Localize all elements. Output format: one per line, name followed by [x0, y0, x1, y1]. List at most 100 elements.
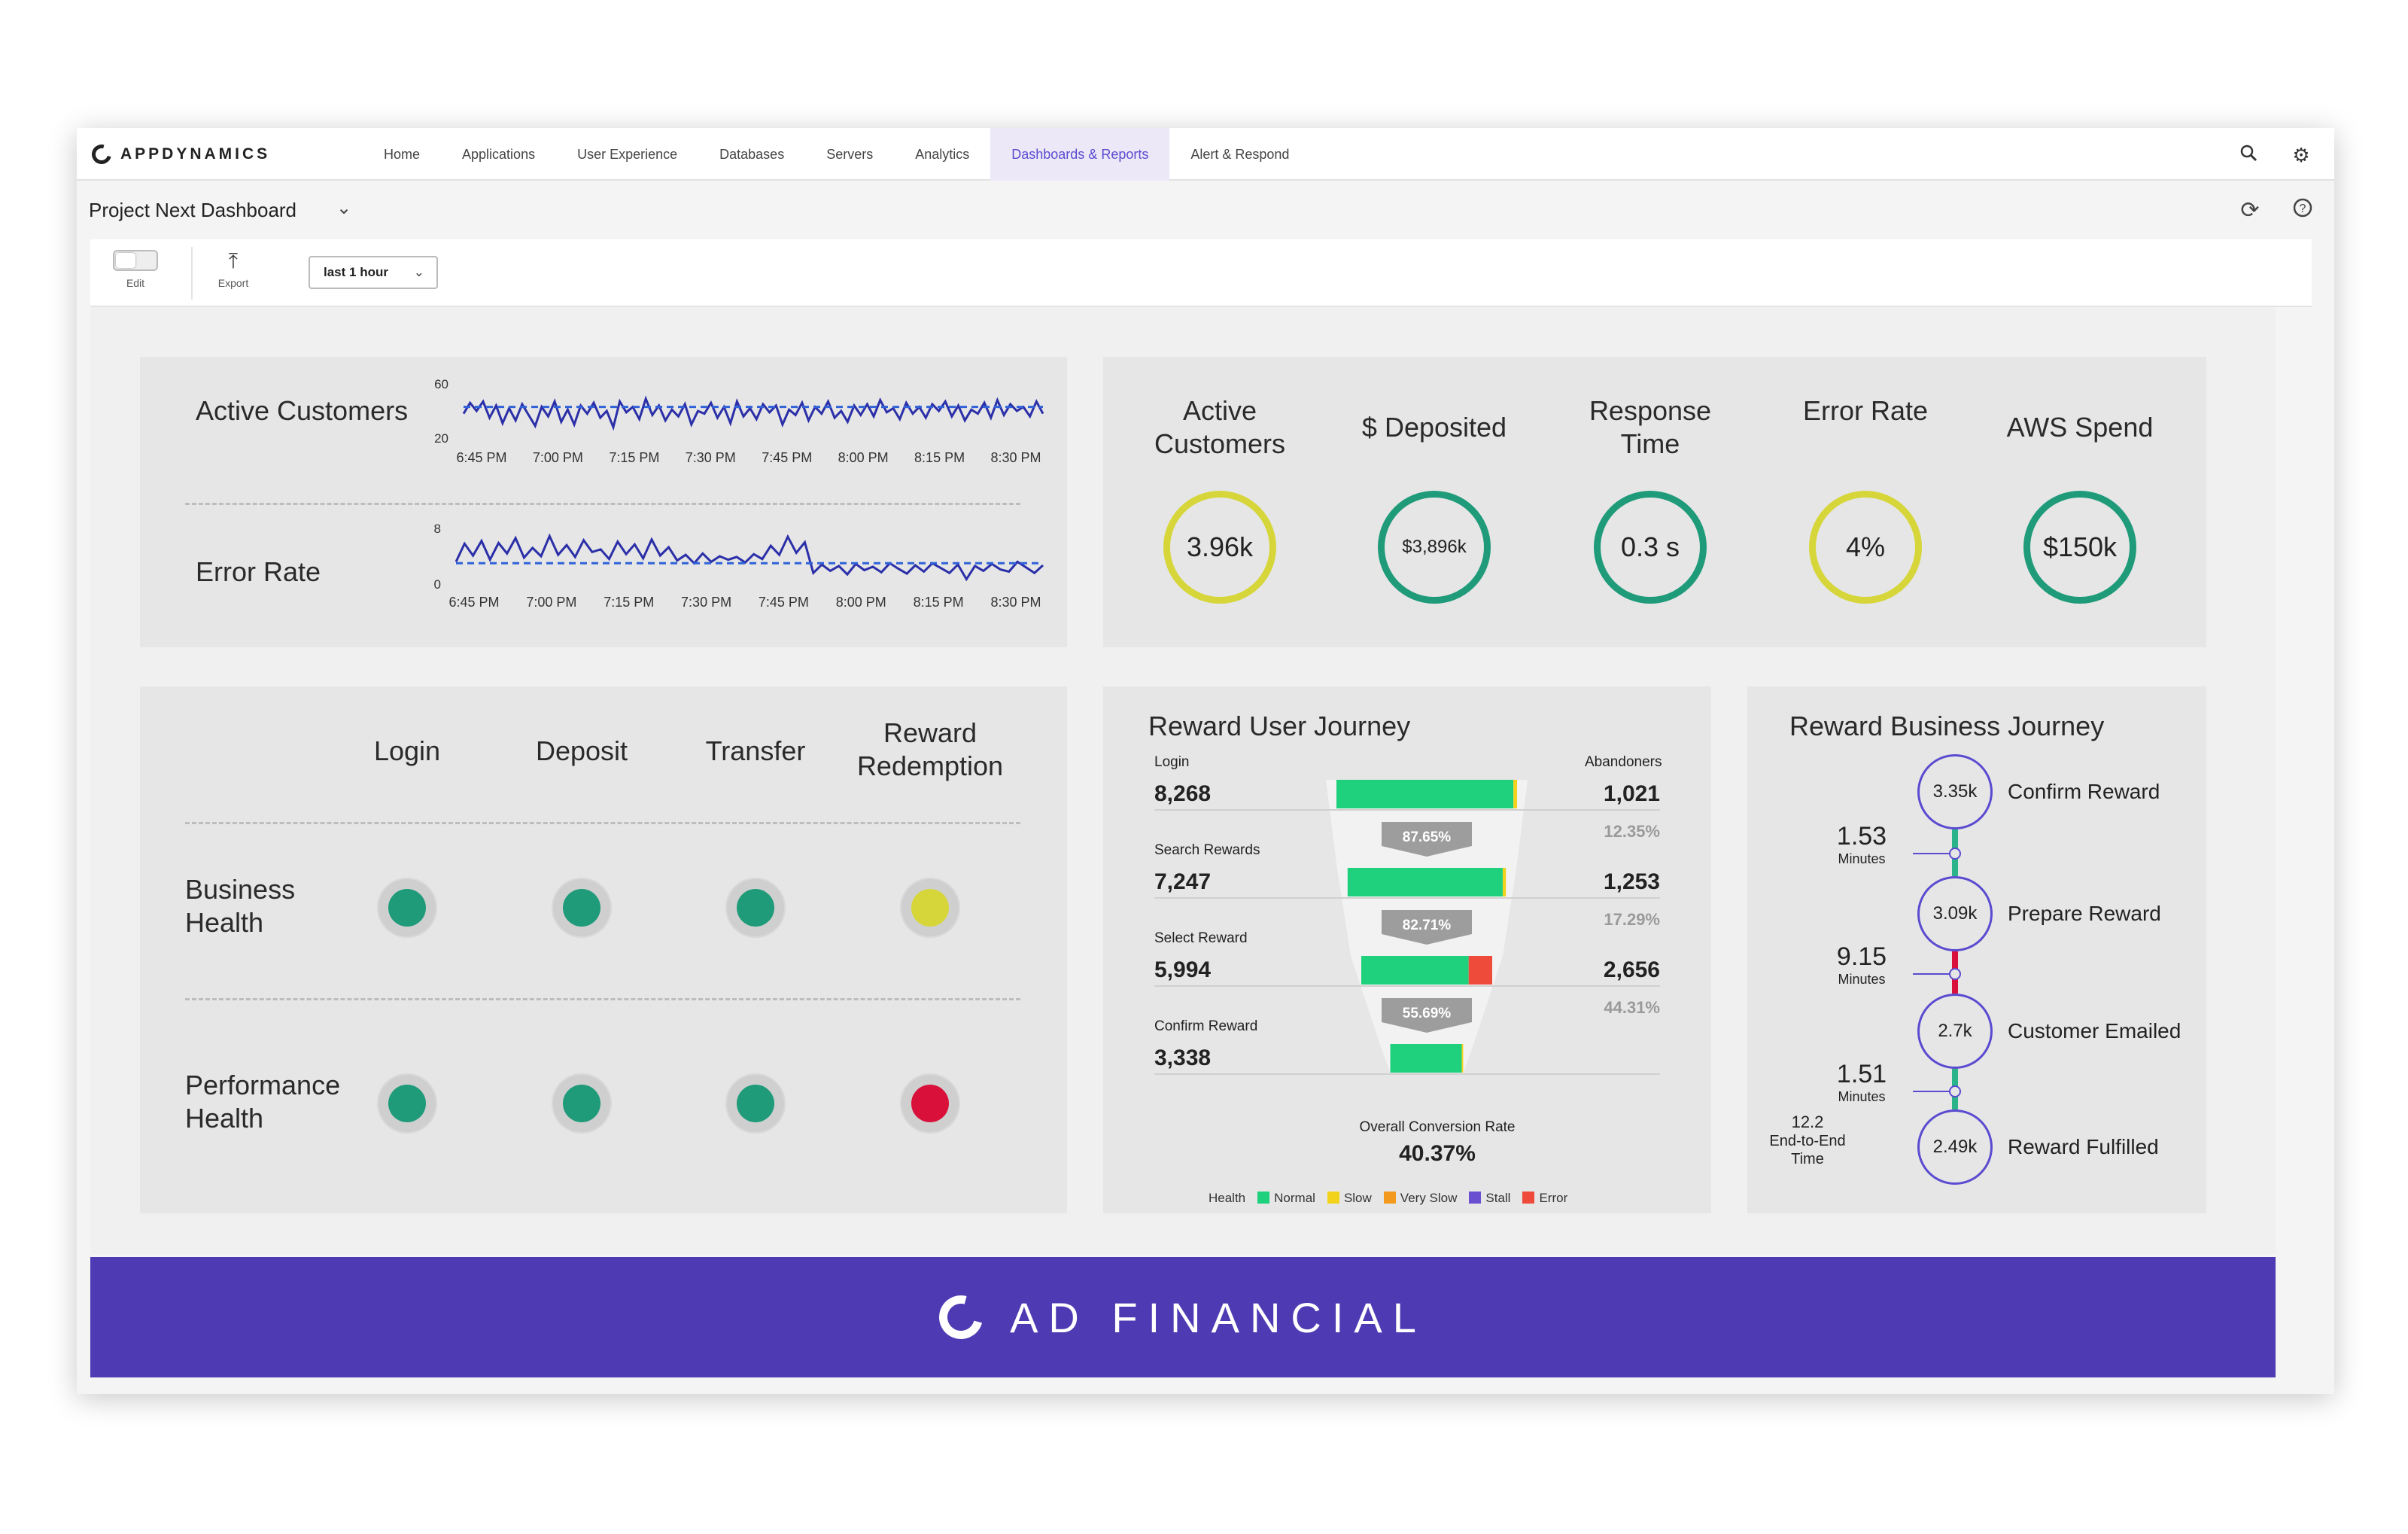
- toggle-switch[interactable]: [113, 250, 158, 271]
- kpi-ring-deposited[interactable]: $3,896k: [1378, 491, 1491, 604]
- funnel-step-name: Select Reward: [1154, 930, 1248, 946]
- user-journey-panel: Reward User Journey 87.65% 82.71% 55.69% L…: [1103, 686, 1711, 1213]
- funnel-step-value: 7,247: [1154, 869, 1212, 894]
- gear-icon[interactable]: ⚙: [2292, 144, 2310, 166]
- nav-alert-respond[interactable]: Alert & Respond: [1190, 147, 1290, 162]
- conversion-badge: [1382, 822, 1472, 857]
- journey-node[interactable]: 2.7k: [1917, 994, 1993, 1069]
- x-tick-label: 8:15 PM: [914, 595, 964, 610]
- funnel-bar-normal: [1347, 868, 1503, 896]
- search-icon[interactable]: [2236, 143, 2261, 167]
- business-journey-panel: Reward Business Journey 3.35k 3.09k 2.7k…: [1747, 686, 2206, 1213]
- nav-databases[interactable]: Databases: [719, 147, 785, 162]
- funnel-step-value: 5,994: [1154, 957, 1212, 982]
- nav-user-experience[interactable]: User Experience: [577, 147, 678, 162]
- page-title[interactable]: Project Next Dashboard: [89, 199, 297, 221]
- y-tick-label: 60: [434, 377, 448, 391]
- health-legend: Health Normal Slow Very Slow Stall Error: [1209, 1191, 1567, 1206]
- journey-step-name: Customer Emailed: [2008, 1019, 2181, 1042]
- error-rate-label: Error Rate: [196, 556, 321, 587]
- kpi-ring-aws-spend[interactable]: $150k: [2023, 491, 2136, 604]
- panel-title: Reward User Journey: [1148, 711, 1411, 741]
- kpi-value: 3.96k: [1186, 531, 1254, 562]
- funnel-bar-normal: [1390, 1044, 1462, 1073]
- health-row-label: Performance Health: [185, 1070, 341, 1134]
- funnel-bar-error: [1468, 956, 1492, 985]
- health-column-header: Login: [373, 735, 441, 766]
- kpi-value: 0.3 s: [1620, 531, 1680, 562]
- status-dot[interactable]: [552, 878, 612, 938]
- abandon-percent: 17.29%: [1604, 910, 1660, 929]
- journey-step-name: Reward Fulfilled: [2008, 1135, 2159, 1158]
- health-column-header: Deposit: [535, 735, 628, 766]
- kpi-ring-response-time[interactable]: 0.3 s: [1594, 491, 1707, 604]
- abandoners-value: 1,253: [1603, 869, 1660, 894]
- kpi-ring-error-rate[interactable]: 4%: [1809, 491, 1922, 604]
- refresh-icon[interactable]: ⟳: [2240, 198, 2260, 223]
- funnel-chart[interactable]: 87.65% 82.71% 55.69%: [1103, 686, 1711, 1213]
- y-tick-label: 20: [434, 431, 448, 446]
- kpi-value: $3,896k: [1402, 537, 1467, 557]
- nav-dashboards-reports[interactable]: Dashboards & Reports: [990, 128, 1170, 181]
- journey-step-name: Prepare Reward: [2008, 902, 2161, 925]
- nav-home[interactable]: Home: [384, 147, 421, 162]
- interval-time: 9.15 Minutes: [1836, 942, 1887, 987]
- abandoners-header: Abandoners: [1585, 754, 1662, 770]
- x-tick-label: 8:30 PM: [990, 450, 1041, 465]
- legend-item: Very Slow: [1383, 1191, 1457, 1206]
- conversion-label: 82.71%: [1403, 918, 1452, 933]
- legend-item: Error: [1522, 1191, 1567, 1206]
- x-tick-label: 7:00 PM: [526, 595, 576, 610]
- funnel-step-name: Login: [1154, 754, 1190, 770]
- ad-financial-logo-icon: [931, 1287, 991, 1347]
- conversion-badge: [1382, 998, 1472, 1033]
- health-column-header: Transfer: [705, 735, 806, 766]
- series-line: [455, 533, 1044, 582]
- time-range-value: last 1 hour: [324, 265, 388, 279]
- nav-servers[interactable]: Servers: [826, 147, 874, 162]
- journey-node[interactable]: 3.09k: [1917, 876, 1993, 951]
- abandoners-value: 1,021: [1603, 781, 1660, 806]
- funnel-bar-slow: [1461, 1044, 1464, 1073]
- panel-title: Reward Business Journey: [1789, 711, 2105, 741]
- x-tick-label: 7:15 PM: [609, 450, 659, 465]
- legend-swatch: [1327, 1192, 1339, 1204]
- ad-financial-banner: AD FINANCIAL: [90, 1257, 2276, 1377]
- kpi-value: 4%: [1845, 531, 1886, 562]
- status-dot[interactable]: [377, 1073, 437, 1134]
- status-dot[interactable]: [552, 1073, 612, 1134]
- legend-swatch: [1383, 1192, 1396, 1204]
- chevron-down-icon[interactable]: ⌄: [336, 198, 352, 218]
- nav-applications[interactable]: Applications: [462, 147, 536, 162]
- journey-step-name: Confirm Reward: [2008, 780, 2160, 803]
- x-tick-label: 7:30 PM: [681, 595, 731, 610]
- dashboard-header: Project Next Dashboard ⌄ ⟳ ?: [77, 182, 2334, 241]
- export-button[interactable]: ⤒ Export: [203, 250, 263, 290]
- status-dot[interactable]: [900, 1073, 960, 1134]
- logo-mark-icon: [88, 141, 115, 168]
- kpi-label: Active Customers: [1154, 395, 1286, 459]
- nav-analytics[interactable]: Analytics: [915, 147, 970, 162]
- timeseries-chart[interactable]: 60 20 6:45 PM 7:00 PM 7:15 PM 7:30 PM 7:45 PM 8…: [140, 357, 1067, 647]
- funnel-step-value: 3,338: [1154, 1045, 1212, 1070]
- top-nav: APPDYNAMICS Home Applications User Exper…: [77, 128, 2334, 181]
- interval-time: 1.51 Minutes: [1836, 1060, 1887, 1104]
- appdynamics-logo[interactable]: APPDYNAMICS: [88, 141, 271, 168]
- time-range-select[interactable]: last 1 hour ⌄: [309, 256, 438, 289]
- kpi-ring-active-customers[interactable]: 3.96k: [1163, 491, 1276, 604]
- status-dot[interactable]: [725, 1073, 786, 1134]
- main-menu: Home Applications User Experience Databa…: [363, 128, 1310, 181]
- journey-node[interactable]: 2.49k: [1917, 1109, 1993, 1185]
- kpi-label: AWS Spend: [2006, 412, 2154, 443]
- journey-node[interactable]: 3.35k: [1917, 754, 1993, 829]
- edit-toggle[interactable]: Edit: [105, 250, 166, 289]
- brand-name: APPDYNAMICS: [120, 145, 271, 163]
- status-dot[interactable]: [725, 878, 786, 938]
- legend-swatch: [1257, 1192, 1270, 1204]
- help-icon[interactable]: ?: [2289, 197, 2316, 224]
- banner-text: AD FINANCIAL: [1010, 1293, 1427, 1341]
- x-tick-label: 6:45 PM: [448, 595, 499, 610]
- status-dot[interactable]: [377, 878, 437, 938]
- status-dot[interactable]: [900, 878, 960, 938]
- legend-item: Normal: [1257, 1191, 1315, 1206]
